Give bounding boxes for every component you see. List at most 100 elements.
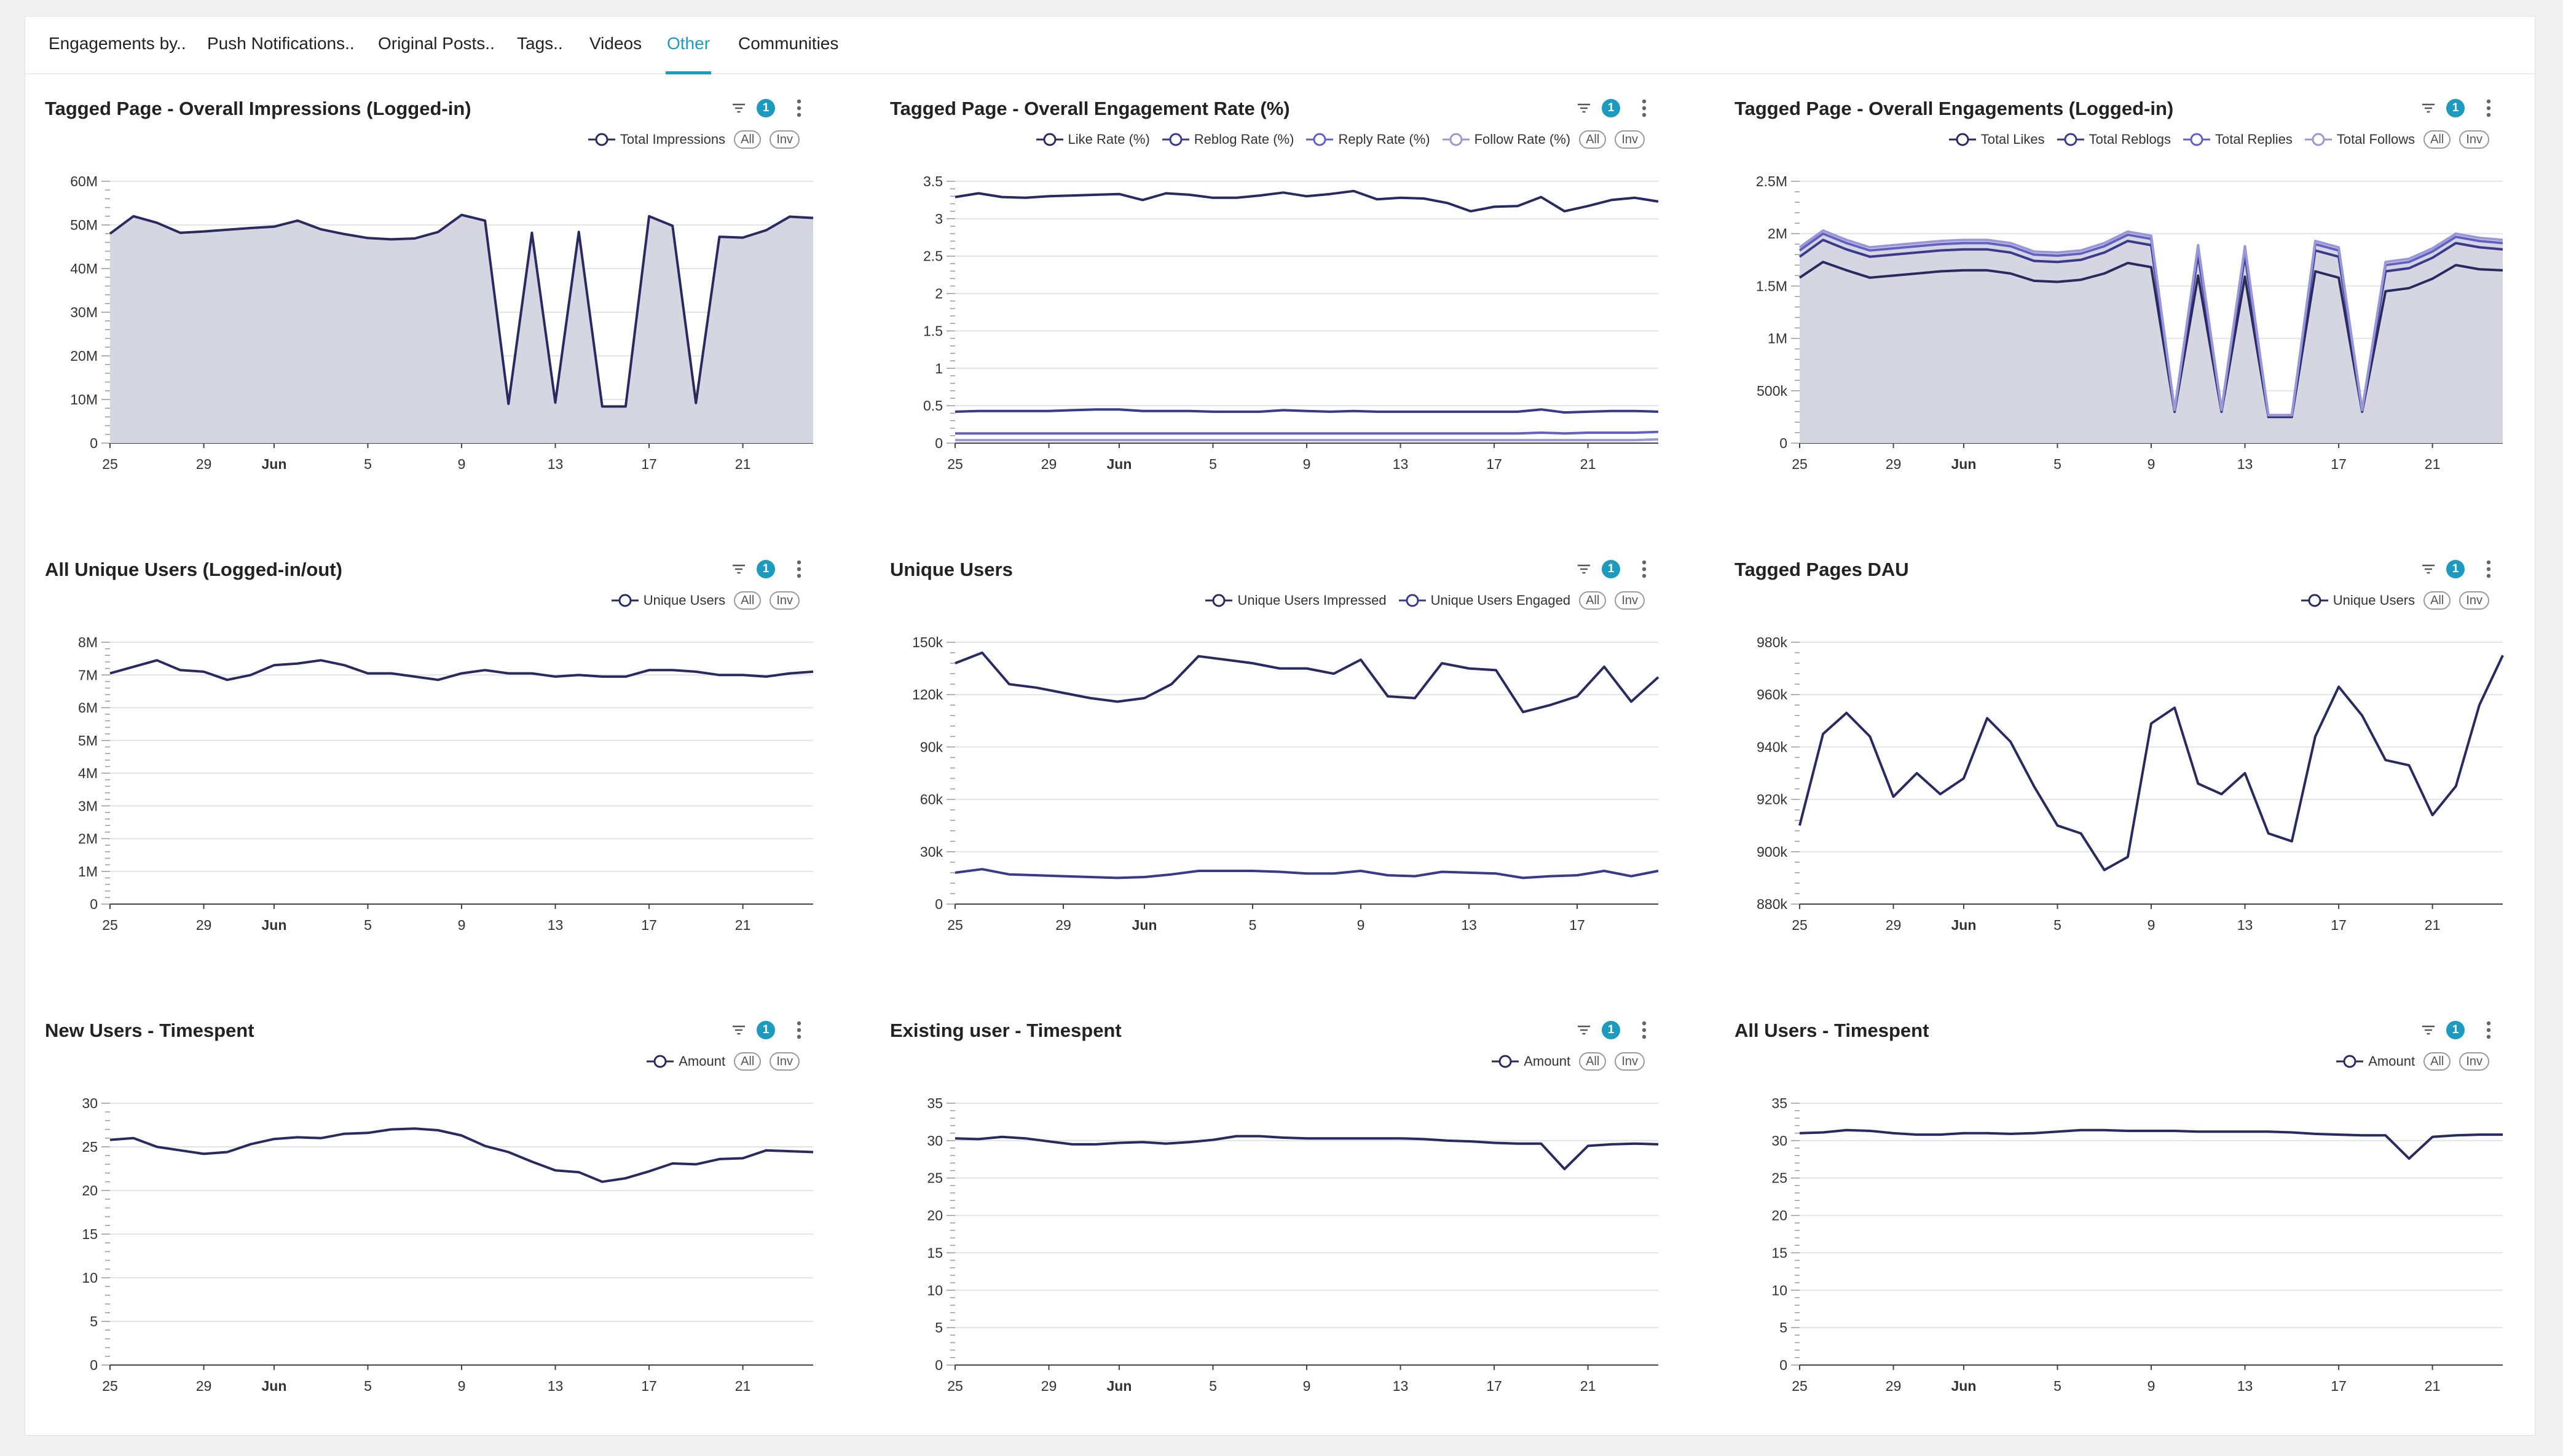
x-tick-label: 13	[2237, 456, 2253, 472]
x-tick-label: 9	[458, 1378, 466, 1394]
legend-item-amount[interactable]: Amount	[647, 1053, 725, 1069]
chart-tagged-pages-dau: 880k 900k 920k 940k 960k 980k 25 29 Jun 5 9 13 17 21	[1757, 634, 2504, 933]
legend-invert-toggle[interactable]: Inv	[1615, 130, 1645, 149]
x-tick-label: 9	[1357, 917, 1365, 933]
more-vertical-icon[interactable]	[795, 1019, 803, 1041]
y-tick-label: 35	[927, 1095, 943, 1111]
legend-all-toggle[interactable]: All	[1579, 130, 1607, 149]
filter-icon[interactable]	[2419, 560, 2438, 578]
filter-count-badge: 1	[1602, 560, 1620, 578]
more-vertical-icon[interactable]	[795, 558, 803, 580]
filter-icon[interactable]	[730, 1021, 748, 1039]
tab-communities[interactable]: Communities	[738, 34, 839, 53]
y-tick-label: 10	[82, 1270, 98, 1286]
x-tick-label: 21	[1580, 1378, 1596, 1394]
legend-invert-toggle[interactable]: Inv	[2459, 1052, 2489, 1071]
legend-item-unique-users-engaged[interactable]: Unique Users Engaged	[1398, 592, 1570, 608]
chart-panel-tagged-pages-dau: Tagged Pages DAU 1 Unique Users All Inv 880k 9…	[1715, 546, 2514, 995]
tab-videos[interactable]: Videos	[589, 34, 642, 53]
legend-circle-icon	[1306, 132, 1334, 148]
filter-icon[interactable]	[730, 560, 748, 578]
more-vertical-icon[interactable]	[1640, 1019, 1648, 1041]
more-vertical-icon[interactable]	[2484, 97, 2493, 119]
legend-label: Total Likes	[1980, 132, 2045, 147]
y-tick-label: 25	[82, 1139, 98, 1155]
legend-invert-toggle[interactable]: Inv	[1615, 591, 1645, 610]
legend-all-toggle[interactable]: All	[734, 130, 762, 149]
filter-icon[interactable]	[1575, 99, 1593, 117]
legend-item-follow-rate[interactable]: Follow Rate (%)	[1442, 132, 1570, 148]
x-tick-label: Jun	[1951, 456, 1976, 472]
legend-item-reblog-rate[interactable]: Reblog Rate (%)	[1162, 132, 1294, 148]
legend-all-toggle[interactable]: All	[734, 591, 762, 610]
y-tick-label: 20	[82, 1183, 98, 1198]
x-tick-label: 5	[1209, 456, 1217, 472]
legend-item-reply-rate[interactable]: Reply Rate (%)	[1306, 132, 1430, 148]
legend-invert-toggle[interactable]: Inv	[2459, 130, 2489, 149]
series-line-like-rate	[955, 189, 1659, 213]
legend-item-unique-users[interactable]: Unique Users	[611, 592, 725, 608]
more-vertical-icon[interactable]	[2484, 558, 2493, 580]
legend-item-like-rate[interactable]: Like Rate (%)	[1036, 132, 1150, 148]
legend-circle-icon	[1205, 592, 1233, 608]
filter-icon[interactable]	[1575, 1021, 1593, 1039]
y-tick-label: 7M	[78, 667, 98, 683]
filter-icon[interactable]	[2419, 1021, 2438, 1039]
panel-toolbar: 1	[721, 95, 813, 120]
panel-title: Tagged Page - Overall Engagement Rate (%…	[890, 98, 1290, 119]
legend-invert-toggle[interactable]: Inv	[770, 130, 800, 149]
legend-invert-toggle[interactable]: Inv	[770, 1052, 800, 1071]
more-vertical-icon[interactable]	[1640, 558, 1648, 580]
more-vertical-icon[interactable]	[1640, 97, 1648, 119]
series-line-reblog-rate	[955, 408, 1659, 414]
x-tick-label: 9	[2148, 917, 2156, 933]
x-tick-label: 25	[1792, 456, 1808, 472]
legend-all-toggle[interactable]: All	[1579, 591, 1607, 610]
legend-all-toggle[interactable]: All	[1579, 1052, 1607, 1071]
tab-original-posts[interactable]: Original Posts..	[378, 34, 495, 53]
tab-engagements-by[interactable]: Engagements by..	[49, 34, 186, 53]
legend-item-amount[interactable]: Amount	[2336, 1053, 2415, 1069]
legend-item-amount[interactable]: Amount	[1492, 1053, 1570, 1069]
legend-all-toggle[interactable]: All	[2423, 130, 2451, 149]
legend-item-total-impressions[interactable]: Total Impressions	[588, 132, 725, 148]
legend-item-total-replies[interactable]: Total Replies	[2183, 132, 2293, 148]
y-tick-label: 35	[1771, 1095, 1787, 1111]
legend-invert-toggle[interactable]: Inv	[2459, 591, 2489, 610]
panel-title: Tagged Page - Overall Impressions (Logge…	[45, 98, 471, 119]
chart-legend: Amount All Inv	[2336, 1050, 2489, 1072]
tab-other[interactable]: Other	[666, 34, 712, 74]
legend-item-total-follows[interactable]: Total Follows	[2304, 132, 2415, 148]
legend-all-toggle[interactable]: All	[2423, 591, 2451, 610]
legend-invert-toggle[interactable]: Inv	[1615, 1052, 1645, 1071]
legend-item-total-reblogs[interactable]: Total Reblogs	[2057, 132, 2171, 148]
more-vertical-icon[interactable]	[795, 97, 803, 119]
y-tick-label: 5	[935, 1320, 943, 1336]
y-tick-label: 1.5M	[1756, 278, 1787, 294]
filter-icon[interactable]	[2419, 99, 2438, 117]
legend-all-toggle[interactable]: All	[734, 1052, 762, 1071]
chart-all-users-timespent: 0 5 10 15 20 25 30 35 25 29 Jun 5 9 13 17 21	[1771, 1095, 2503, 1394]
legend-circle-icon	[1492, 1053, 1519, 1069]
series-line-unique-users-engaged	[955, 868, 1659, 880]
legend-circle-icon	[1162, 132, 1189, 148]
legend-item-unique-users[interactable]: Unique Users	[2301, 592, 2415, 608]
tab-tags[interactable]: Tags..	[517, 34, 563, 53]
tab-push-notifications[interactable]: Push Notifications..	[207, 34, 355, 53]
legend-item-unique-users-impressed[interactable]: Unique Users Impressed	[1205, 592, 1387, 608]
legend-label: Total Reblogs	[2089, 132, 2171, 147]
filter-icon[interactable]	[1575, 560, 1593, 578]
y-tick-label: 15	[1771, 1245, 1787, 1261]
filter-count-badge: 1	[757, 560, 775, 578]
legend-item-total-likes[interactable]: Total Likes	[1948, 132, 2045, 148]
legend-all-toggle[interactable]: All	[2423, 1052, 2451, 1071]
legend-invert-toggle[interactable]: Inv	[770, 591, 800, 610]
more-vertical-icon[interactable]	[2484, 1019, 2493, 1041]
x-tick-label: 17	[641, 1378, 657, 1394]
legend-circle-icon	[1948, 132, 1976, 148]
filter-icon[interactable]	[730, 99, 748, 117]
x-tick-label: 25	[1792, 1378, 1808, 1394]
legend-label: Total Impressions	[620, 132, 726, 147]
x-tick-label: 21	[735, 1378, 751, 1394]
x-tick-label: Jun	[261, 1378, 286, 1394]
